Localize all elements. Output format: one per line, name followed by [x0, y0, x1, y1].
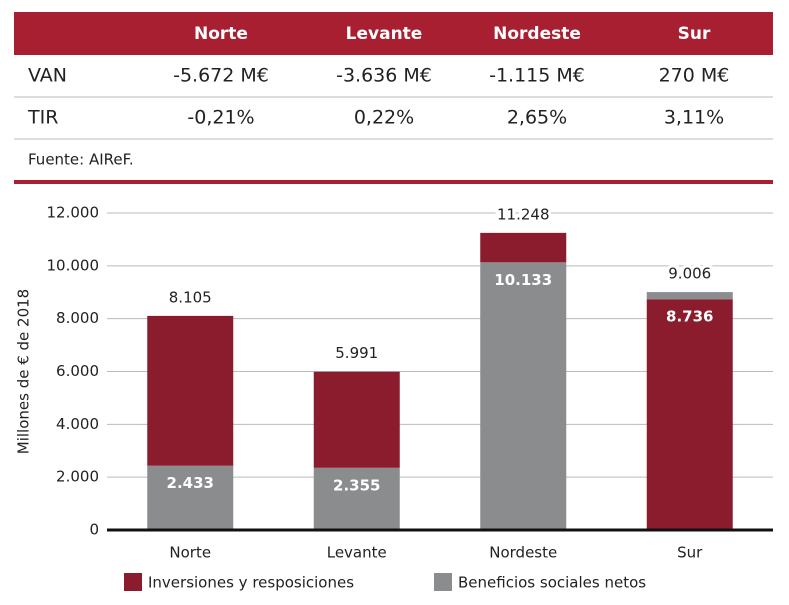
cell: -0,21% — [187, 107, 254, 129]
column-header: Levante — [346, 24, 423, 44]
y-tick-label: 8.000 — [56, 309, 99, 327]
bar-segment — [480, 262, 567, 530]
legend-swatch — [124, 573, 142, 591]
y-tick-label: 2.000 — [56, 468, 99, 486]
bar-segment — [147, 315, 234, 466]
y-tick-label: 12.000 — [47, 204, 100, 222]
total-label: 11.248 — [497, 205, 550, 223]
row-label: TIR — [27, 107, 58, 129]
cell: -5.672 M€ — [173, 65, 269, 87]
cell: 2,65% — [507, 107, 567, 129]
data-label: 2.355 — [333, 476, 380, 494]
column-header: Nordeste — [493, 24, 581, 44]
legend-label: Inversiones y resposiciones — [148, 574, 354, 592]
source: Fuente: AIReF. — [28, 151, 134, 169]
data-label: 2.433 — [167, 474, 214, 492]
legend-label: Beneficios sociales netos — [458, 574, 646, 592]
legend-swatch — [434, 573, 452, 591]
bar-segment — [147, 465, 234, 530]
total-label: 5.991 — [335, 344, 378, 362]
x-tick-label: Norte — [169, 544, 211, 562]
y-tick-label: 0 — [89, 521, 99, 539]
bar-segment — [480, 232, 567, 263]
cell: -3.636 M€ — [336, 65, 432, 87]
column-header: Norte — [194, 24, 248, 44]
column-header: Sur — [678, 24, 711, 44]
cell: 3,11% — [664, 107, 724, 129]
cell: -1.115 M€ — [489, 65, 585, 87]
y-tick-label: 10.000 — [47, 256, 100, 274]
cell: 270 M€ — [659, 65, 730, 87]
table-rule — [14, 180, 773, 184]
x-tick-label: Nordeste — [489, 544, 557, 562]
x-tick-label: Levante — [327, 544, 387, 562]
y-tick-label: 6.000 — [56, 362, 99, 380]
y-tick-label: 4.000 — [56, 415, 99, 433]
cell: 0,22% — [354, 107, 414, 129]
row-label: VAN — [28, 65, 67, 87]
bar-segment — [646, 299, 733, 530]
table-header — [14, 12, 773, 55]
data-label: 8.736 — [666, 308, 713, 326]
bar-segment — [646, 292, 733, 300]
x-tick-label: Sur — [677, 544, 703, 562]
total-label: 8.105 — [169, 288, 212, 306]
bar-segment — [313, 467, 400, 530]
y-axis-label: Millones de € de 2018 — [15, 289, 33, 454]
bar-segment — [313, 371, 400, 468]
data-label: 10.133 — [494, 271, 552, 289]
total-label: 9.006 — [668, 265, 711, 283]
